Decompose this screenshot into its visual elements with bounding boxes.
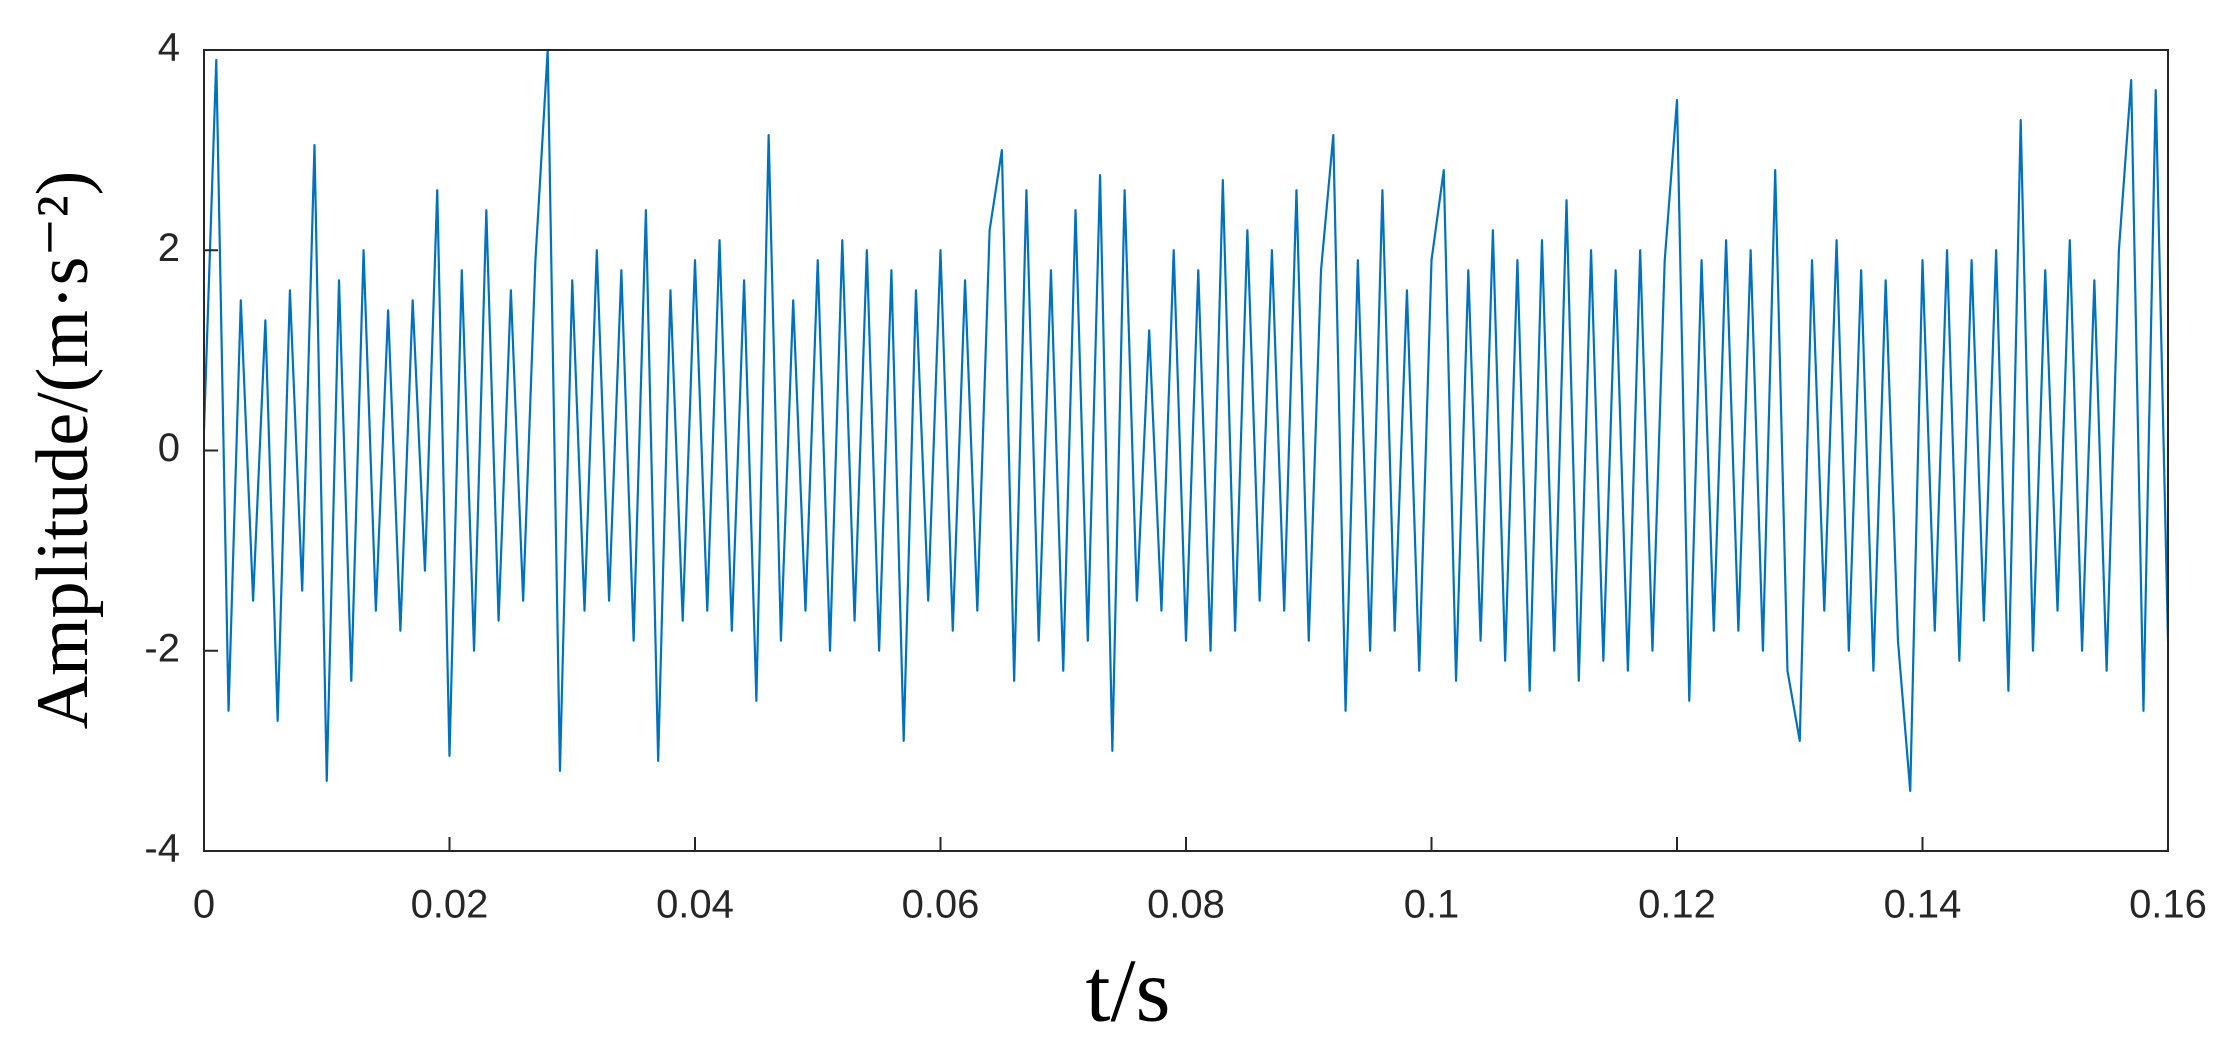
x-tick-label: 0.14 [1884, 883, 1962, 927]
x-tick-label: 0.1 [1404, 883, 1460, 927]
y-tick-label: 2 [158, 226, 180, 270]
x-tick-label: 0.04 [656, 883, 734, 927]
x-tick-label: 0.02 [411, 883, 489, 927]
x-tick-label: 0.16 [2129, 883, 2207, 927]
x-tick-label: 0.08 [1147, 883, 1225, 927]
y-tick-label: -4 [144, 827, 180, 871]
x-tick-label: 0 [193, 883, 215, 927]
y-axis-label: Amplitude/(m·s⁻²) [22, 171, 104, 730]
x-tick-label: 0.06 [902, 883, 980, 927]
y-tick-label: 0 [158, 426, 180, 470]
signal-line [204, 50, 2168, 793]
plot-frame [203, 49, 2169, 852]
x-tick-label: 0.12 [1638, 883, 1716, 927]
y-tick-label: -2 [144, 626, 180, 670]
x-axis-label: t/s [1085, 942, 1170, 1041]
y-tick-label: 4 [158, 26, 180, 70]
